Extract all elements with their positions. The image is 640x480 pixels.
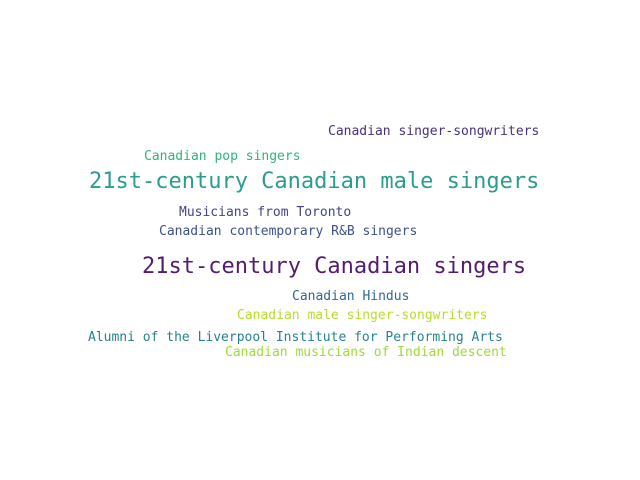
word-musicians-from-toronto: Musicians from Toronto — [179, 205, 352, 220]
word-canadian-male-singer-songwriters: Canadian male singer-songwriters — [237, 308, 488, 323]
word-canadian-pop-singers: Canadian pop singers — [144, 149, 301, 164]
word-canadian-musicians-indian-descent: Canadian musicians of Indian descent — [225, 345, 507, 360]
word-21st-century-canadian-singers: 21st-century Canadian singers — [142, 254, 527, 279]
word-alumni-liverpool-institute: Alumni of the Liverpool Institute for Pe… — [88, 330, 503, 345]
word-canadian-singer-songwriters: Canadian singer-songwriters — [328, 124, 540, 139]
word-21st-century-canadian-male-singers: 21st-century Canadian male singers — [89, 169, 540, 194]
word-canadian-contemporary-rnb-singers: Canadian contemporary R&B singers — [159, 224, 418, 239]
word-canadian-hindus: Canadian Hindus — [292, 289, 410, 304]
